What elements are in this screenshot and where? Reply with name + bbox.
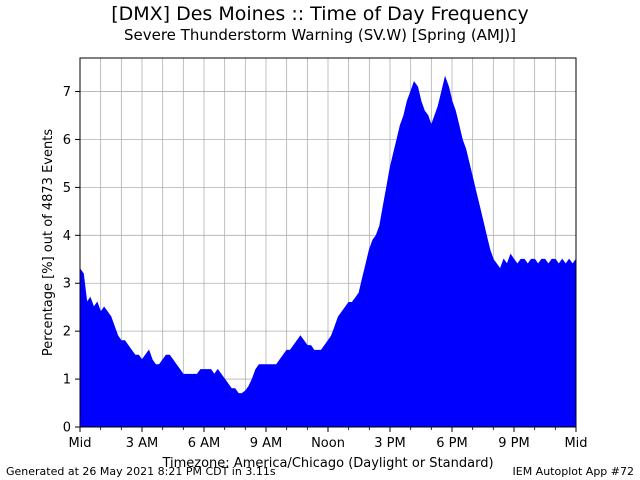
- app-credit: IEM Autoplot App #72: [512, 465, 635, 478]
- x-tick-label: Mid: [68, 436, 91, 451]
- generated-timestamp: Generated at 26 May 2021 8:21 PM CDT in …: [6, 465, 276, 478]
- y-tick-label: 4: [63, 229, 71, 244]
- y-tick-label: 1: [63, 373, 71, 388]
- y-tick-label: 6: [63, 133, 71, 148]
- x-tick-label: 9 AM: [250, 436, 283, 451]
- x-tick-label: 6 AM: [188, 436, 221, 451]
- y-tick-label: 0: [63, 421, 71, 436]
- x-tick-label: 3 AM: [126, 436, 159, 451]
- x-tick-label: Mid: [564, 436, 587, 451]
- data-series: [79, 75, 577, 428]
- chart-subtitle: Severe Thunderstorm Warning (SV.W) [Spri…: [123, 26, 516, 44]
- x-tick-label: 3 PM: [374, 436, 405, 451]
- y-tick-label: 5: [63, 181, 71, 196]
- y-axis-label: Percentage [%] out of 4873 Events: [41, 129, 56, 356]
- y-tick-label: 7: [63, 85, 71, 100]
- series-area: [79, 75, 577, 428]
- axis-ticks: Mid 3 AM 6 AM 9 AM Noon 3 PM 6 PM 9 PM Mid012345…: [63, 85, 588, 451]
- x-tick-label: Noon: [311, 436, 345, 451]
- chart-title: [DMX] Des Moines :: Time of Day Frequenc…: [111, 3, 529, 25]
- y-tick-label: 3: [63, 277, 71, 292]
- x-tick-label: 9 PM: [498, 436, 529, 451]
- x-axis-label: Timezone: America/Chicago (Daylight or S…: [161, 456, 493, 471]
- x-tick-label: 6 PM: [436, 436, 467, 451]
- y-tick-label: 2: [63, 325, 71, 340]
